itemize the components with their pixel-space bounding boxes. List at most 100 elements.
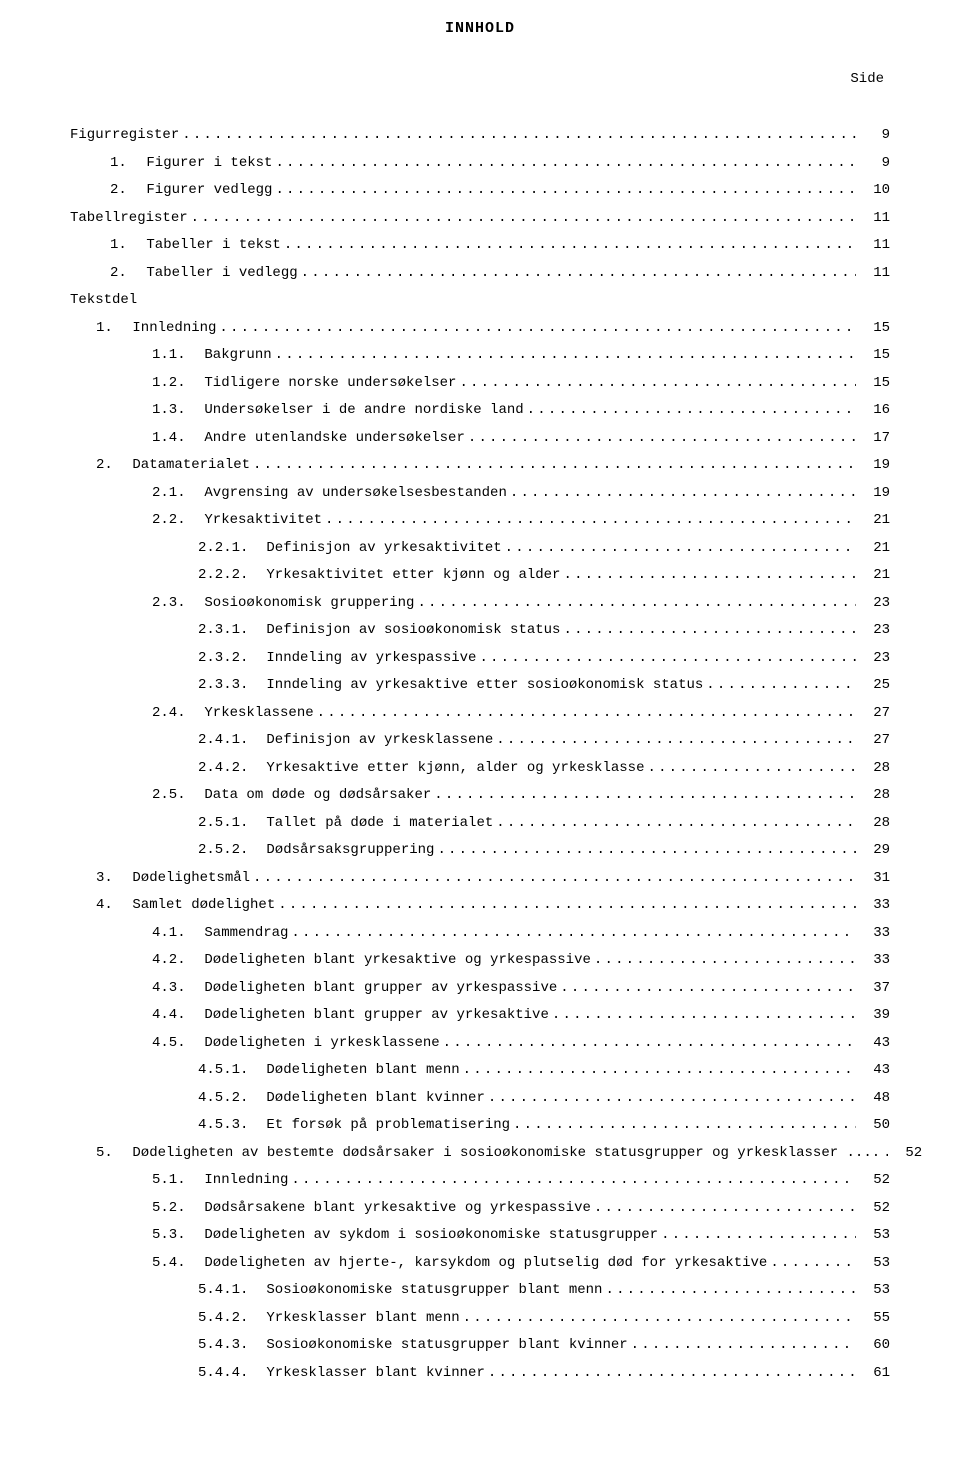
toc-number: 2.2.1.	[198, 538, 258, 559]
toc-page: 33	[856, 895, 890, 916]
toc-label: Tabellregister	[70, 208, 188, 229]
toc-row: 2.4. Yrkesklassene27	[70, 703, 890, 724]
toc-row: 2.5.1. Tallet på døde i materialet28	[70, 813, 890, 834]
toc-page: 23	[856, 648, 890, 669]
toc-label: 5.4.2. Yrkesklasser blant menn	[198, 1308, 460, 1329]
toc-leader	[493, 813, 856, 834]
toc-label: 1.2. Tidligere norske undersøkelser	[152, 373, 456, 394]
toc-page: 19	[856, 483, 890, 504]
toc-number: 5.2.	[152, 1198, 196, 1219]
toc-label: 5.4. Dødeligheten av hjerte-, karsykdom …	[152, 1253, 767, 1274]
toc-number: 4.5.	[152, 1033, 196, 1054]
toc-label: 5.2. Dødsårsakene blant yrkesaktive og y…	[152, 1198, 591, 1219]
toc-row: 5.4. Dødeligheten av hjerte-, karsykdom …	[70, 1253, 890, 1274]
toc-text: Dødsårsaksgruppering	[266, 842, 434, 858]
toc-text: Yrkesaktive etter kjønn, alder og yrkesk…	[266, 760, 644, 776]
toc-number: 2.3.3.	[198, 675, 258, 696]
toc-label: 2. Datamaterialet	[70, 455, 250, 476]
toc-leader	[288, 923, 856, 944]
toc-number: 4.5.3.	[198, 1115, 258, 1136]
toc-row: Tekstdel	[70, 290, 890, 311]
toc-row: 2.2.2. Yrkesaktivitet etter kjønn og ald…	[70, 565, 890, 586]
toc-page: 21	[856, 510, 890, 531]
toc-row: Tabellregister11	[70, 208, 890, 229]
toc-text: Innledning	[132, 320, 216, 336]
toc-leader	[275, 895, 856, 916]
toc-text: Tabeller i tekst	[146, 237, 280, 253]
toc-page: 9	[856, 125, 890, 146]
toc-row: 2.4.1. Definisjon av yrkesklassene27	[70, 730, 890, 751]
toc-label: 2.4.2. Yrkesaktive etter kjønn, alder og…	[198, 758, 644, 779]
toc-number: 5.	[96, 1143, 124, 1164]
toc-text: Undersøkelser i de andre nordiske land	[204, 402, 523, 418]
toc-label: 5.1. Innledning	[152, 1170, 288, 1191]
toc-label: 2.3.3. Inndeling av yrkesaktive etter so…	[198, 675, 703, 696]
toc-text: Yrkesaktivitet	[204, 512, 322, 528]
toc-row: 5.4.1. Sosioøkonomiske statusgrupper bla…	[70, 1280, 890, 1301]
toc-leader	[414, 593, 856, 614]
toc-label: 5.3. Dødeligheten av sykdom i sosioøkono…	[152, 1225, 658, 1246]
toc-row: 5.3. Dødeligheten av sykdom i sosioøkono…	[70, 1225, 890, 1246]
toc-leader	[250, 455, 856, 476]
toc-number: 4.5.2.	[198, 1088, 258, 1109]
toc-page: 15	[856, 373, 890, 394]
toc-leader	[216, 318, 856, 339]
toc-leader	[281, 235, 856, 256]
toc-row: 2.3.2. Inndeling av yrkespassive 23	[70, 648, 890, 669]
toc-text: Inndeling av yrkesaktive etter sosioøkon…	[266, 677, 703, 693]
toc-label: 4.4. Dødeligheten blant grupper av yrkes…	[152, 1005, 549, 1026]
toc-text: Et forsøk på problematisering	[266, 1117, 510, 1133]
toc-page: 33	[856, 950, 890, 971]
toc-leader	[431, 785, 856, 806]
toc-label: 4.3. Dødeligheten blant grupper av yrkes…	[152, 978, 557, 999]
toc-label: 2.4.1. Definisjon av yrkesklassene	[198, 730, 493, 751]
toc-text: Definisjon av yrkesaktivitet	[266, 540, 501, 556]
toc-text: Bakgrunn	[204, 347, 271, 363]
toc-text: Figurer vedlegg	[146, 182, 272, 198]
toc-row: 4. Samlet dødelighet 33	[70, 895, 890, 916]
toc-row: 2. Datamaterialet 19	[70, 455, 890, 476]
toc-leader	[628, 1335, 856, 1356]
toc-text: Dødelighetsmål	[132, 870, 250, 886]
toc-page: 23	[856, 620, 890, 641]
toc-page: 25	[856, 675, 890, 696]
toc-row: 4.5.3. Et forsøk på problematisering50	[70, 1115, 890, 1136]
toc-number: 2.5.	[152, 785, 196, 806]
toc-number: 5.4.	[152, 1253, 196, 1274]
toc-text: Datamaterialet	[132, 457, 250, 473]
toc-label: 4.1. Sammendrag	[152, 923, 288, 944]
toc-label: 2.5. Data om døde og dødsårsaker	[152, 785, 431, 806]
toc-leader	[502, 538, 856, 559]
toc-leader	[549, 1005, 856, 1026]
toc-text: Tabeller i vedlegg	[146, 265, 297, 281]
toc-text: Samlet dødelighet	[132, 897, 275, 913]
toc-text: Inndeling av yrkespassive	[266, 650, 476, 666]
toc-number: 2.4.	[152, 703, 196, 724]
toc-row: 1.4. Andre utenlandske undersøkelser17	[70, 428, 890, 449]
toc-leader	[557, 978, 856, 999]
toc-number: 2.3.	[152, 593, 196, 614]
toc-row: 1.3. Undersøkelser i de andre nordiske l…	[70, 400, 890, 421]
toc-leader	[767, 1253, 856, 1274]
toc-page: 52	[856, 1198, 890, 1219]
toc-page: 43	[856, 1060, 890, 1081]
toc-label: 2.2.2. Yrkesaktivitet etter kjønn og ald…	[198, 565, 560, 586]
toc-number: 2.2.2.	[198, 565, 258, 586]
toc-number: 1.	[110, 153, 138, 174]
toc-number: 2.3.2.	[198, 648, 258, 669]
toc-leader	[179, 125, 856, 146]
toc-leader	[460, 1308, 856, 1329]
toc-label: 4. Samlet dødelighet	[70, 895, 275, 916]
toc-row: 4.2. Dødeligheten blant yrkesaktive og y…	[70, 950, 890, 971]
toc-row: 4.5. Dødeligheten i yrkesklassene43	[70, 1033, 890, 1054]
toc-row: 2.3.3. Inndeling av yrkesaktive etter so…	[70, 675, 890, 696]
toc-row: 5.4.4. Yrkesklasser blant kvinner61	[70, 1363, 890, 1384]
toc-text: Tekstdel	[70, 292, 137, 308]
toc-page: 60	[856, 1335, 890, 1356]
toc-number: 4.1.	[152, 923, 196, 944]
toc-label: 2.1. Avgrensing av undersøkelsesbestande…	[152, 483, 507, 504]
toc-row: 1. Tabeller i tekst11	[70, 235, 890, 256]
toc-row: 4.3. Dødeligheten blant grupper av yrkes…	[70, 978, 890, 999]
toc-page: 19	[856, 455, 890, 476]
toc-row: 2.2. Yrkesaktivitet21	[70, 510, 890, 531]
